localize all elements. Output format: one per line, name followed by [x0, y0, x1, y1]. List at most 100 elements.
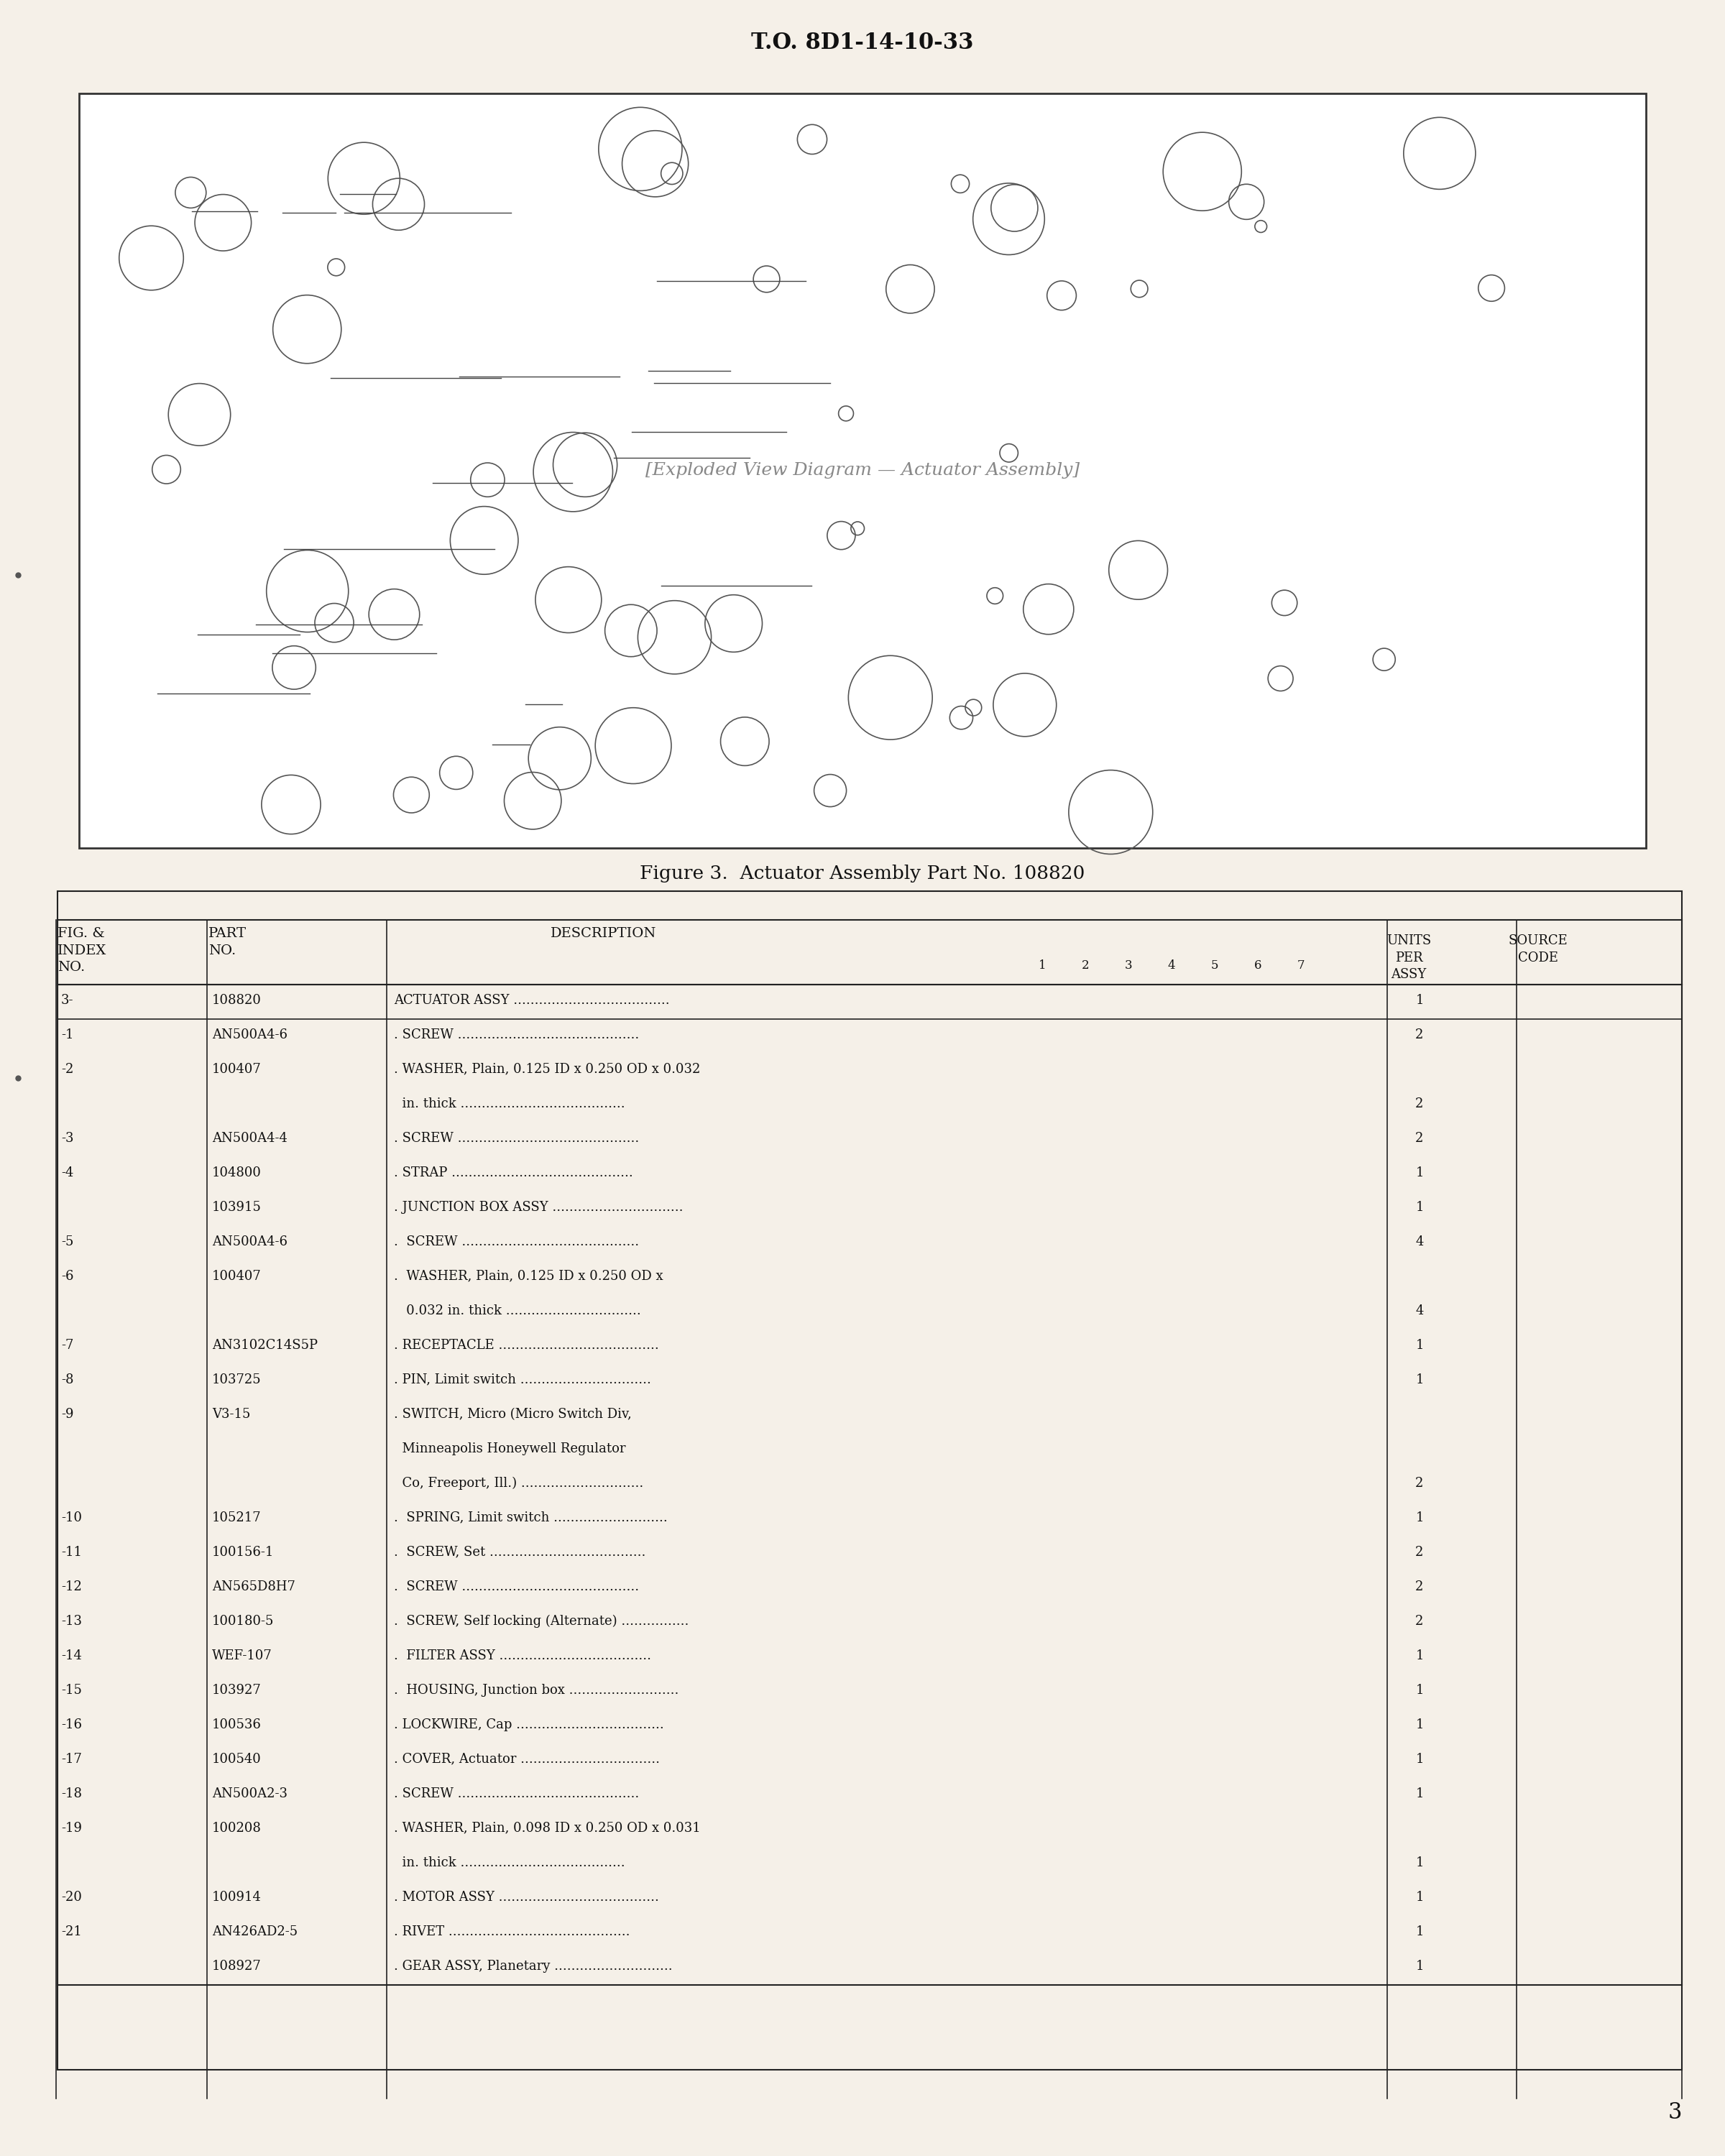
Text: . SCREW ...........................................: . SCREW ................................…	[393, 1028, 640, 1041]
Text: -10: -10	[60, 1511, 83, 1524]
Text: -19: -19	[60, 1822, 83, 1835]
Text: .  SCREW ..........................................: . SCREW ................................…	[393, 1235, 638, 1248]
Text: 104800: 104800	[212, 1166, 262, 1179]
Text: -8: -8	[60, 1373, 74, 1386]
Text: 1: 1	[1416, 1856, 1423, 1869]
Text: -15: -15	[60, 1684, 81, 1697]
Text: AN426AD2-5: AN426AD2-5	[212, 1925, 298, 1938]
Text: Figure 3.  Actuator Assembly Part No. 108820: Figure 3. Actuator Assembly Part No. 108…	[640, 865, 1085, 882]
Text: . WASHER, Plain, 0.098 ID x 0.250 OD x 0.031: . WASHER, Plain, 0.098 ID x 0.250 OD x 0…	[393, 1822, 700, 1835]
Text: 100208: 100208	[212, 1822, 262, 1835]
Text: SOURCE
CODE: SOURCE CODE	[1508, 934, 1568, 964]
Text: .  WASHER, Plain, 0.125 ID x 0.250 OD x: . WASHER, Plain, 0.125 ID x 0.250 OD x	[393, 1270, 662, 1283]
Text: 1: 1	[1416, 1684, 1423, 1697]
Text: 1: 1	[1416, 1373, 1423, 1386]
Text: T.O. 8D1-14-10-33: T.O. 8D1-14-10-33	[752, 32, 973, 54]
Text: 1: 1	[1416, 1960, 1423, 1973]
Text: AN565D8H7: AN565D8H7	[212, 1580, 295, 1593]
Text: -17: -17	[60, 1753, 81, 1766]
Text: WEF-107: WEF-107	[212, 1649, 273, 1662]
Text: Co, Freeport, Ill.) .............................: Co, Freeport, Ill.) ....................…	[393, 1477, 643, 1490]
Text: -12: -12	[60, 1580, 81, 1593]
Text: . SWITCH, Micro (Micro Switch Div,: . SWITCH, Micro (Micro Switch Div,	[393, 1408, 631, 1421]
Text: 5: 5	[1211, 959, 1218, 972]
Text: 3-: 3-	[60, 994, 74, 1007]
Text: 2: 2	[1416, 1097, 1423, 1110]
Text: 3: 3	[1125, 959, 1132, 972]
Text: -5: -5	[60, 1235, 74, 1248]
Text: 2: 2	[1416, 1580, 1423, 1593]
Text: .  SCREW, Set .....................................: . SCREW, Set ...........................…	[393, 1546, 645, 1559]
Text: 1: 1	[1416, 1925, 1423, 1938]
Text: 100156-1: 100156-1	[212, 1546, 274, 1559]
Text: 2: 2	[1416, 1132, 1423, 1145]
Text: 1: 1	[1416, 1511, 1423, 1524]
Text: V3-15: V3-15	[212, 1408, 250, 1421]
Text: -9: -9	[60, 1408, 74, 1421]
Text: 1: 1	[1416, 1787, 1423, 1800]
Text: .  SCREW ..........................................: . SCREW ................................…	[393, 1580, 638, 1593]
Text: . RECEPTACLE ......................................: . RECEPTACLE ...........................…	[393, 1339, 659, 1352]
Text: DESCRIPTION: DESCRIPTION	[550, 927, 657, 940]
Text: AN500A4-4: AN500A4-4	[212, 1132, 288, 1145]
Text: 2: 2	[1416, 1028, 1423, 1041]
Text: 103725: 103725	[212, 1373, 262, 1386]
Text: 100536: 100536	[212, 1718, 262, 1731]
Text: . WASHER, Plain, 0.125 ID x 0.250 OD x 0.032: . WASHER, Plain, 0.125 ID x 0.250 OD x 0…	[393, 1063, 700, 1076]
Text: AN3102C14S5P: AN3102C14S5P	[212, 1339, 317, 1352]
Text: . JUNCTION BOX ASSY ...............................: . JUNCTION BOX ASSY ....................…	[393, 1201, 683, 1214]
Text: -7: -7	[60, 1339, 74, 1352]
Text: 103927: 103927	[212, 1684, 262, 1697]
Text: [Exploded View Diagram — Actuator Assembly]: [Exploded View Diagram — Actuator Assemb…	[645, 464, 1080, 479]
Text: -3: -3	[60, 1132, 74, 1145]
Text: .  HOUSING, Junction box ..........................: . HOUSING, Junction box ................…	[393, 1684, 678, 1697]
Text: 1: 1	[1416, 994, 1423, 1007]
Text: -4: -4	[60, 1166, 74, 1179]
Text: AN500A2-3: AN500A2-3	[212, 1787, 288, 1800]
Text: 1: 1	[1416, 1891, 1423, 1904]
Text: Minneapolis Honeywell Regulator: Minneapolis Honeywell Regulator	[393, 1442, 626, 1455]
Text: FIG. &
INDEX
NO.: FIG. & INDEX NO.	[57, 927, 107, 975]
Text: 1: 1	[1416, 1201, 1423, 1214]
Text: 105217: 105217	[212, 1511, 262, 1524]
Text: 100407: 100407	[212, 1063, 262, 1076]
Text: -1: -1	[60, 1028, 74, 1041]
Text: 100914: 100914	[212, 1891, 262, 1904]
Text: .  FILTER ASSY ....................................: . FILTER ASSY ..........................…	[393, 1649, 652, 1662]
Text: 103915: 103915	[212, 1201, 262, 1214]
Text: . GEAR ASSY, Planetary ............................: . GEAR ASSY, Planetary .................…	[393, 1960, 673, 1973]
Text: 2: 2	[1082, 959, 1088, 972]
Text: .  SCREW, Self locking (Alternate) ................: . SCREW, Self locking (Alternate) ......…	[393, 1615, 688, 1628]
Text: . COVER, Actuator .................................: . COVER, Actuator ......................…	[393, 1753, 659, 1766]
Text: -2: -2	[60, 1063, 74, 1076]
Text: 4: 4	[1416, 1304, 1423, 1317]
Text: . PIN, Limit switch ...............................: . PIN, Limit switch ....................…	[393, 1373, 650, 1386]
Text: 100540: 100540	[212, 1753, 262, 1766]
Text: 2: 2	[1416, 1546, 1423, 1559]
Text: 100407: 100407	[212, 1270, 262, 1283]
Text: -16: -16	[60, 1718, 83, 1731]
Text: -18: -18	[60, 1787, 83, 1800]
Text: 1: 1	[1416, 1718, 1423, 1731]
Text: 100180-5: 100180-5	[212, 1615, 274, 1628]
Text: 4: 4	[1168, 959, 1175, 972]
Text: AN500A4-6: AN500A4-6	[212, 1028, 288, 1041]
Text: ACTUATOR ASSY .....................................: ACTUATOR ASSY ..........................…	[393, 994, 669, 1007]
Text: 2: 2	[1416, 1615, 1423, 1628]
Text: 1: 1	[1416, 1166, 1423, 1179]
Text: . STRAP ...........................................: . STRAP ................................…	[393, 1166, 633, 1179]
Text: . SCREW ...........................................: . SCREW ................................…	[393, 1132, 640, 1145]
Text: 1: 1	[1038, 959, 1045, 972]
Text: 1: 1	[1416, 1649, 1423, 1662]
Text: 1: 1	[1416, 1753, 1423, 1766]
Text: PART
NO.: PART NO.	[209, 927, 247, 957]
Text: 108927: 108927	[212, 1960, 262, 1973]
Text: AN500A4-6: AN500A4-6	[212, 1235, 288, 1248]
Text: -13: -13	[60, 1615, 83, 1628]
Text: . RIVET ...........................................: . RIVET ................................…	[393, 1925, 630, 1938]
Text: -21: -21	[60, 1925, 81, 1938]
Text: 4: 4	[1416, 1235, 1423, 1248]
Text: -11: -11	[60, 1546, 83, 1559]
Text: in. thick .......................................: in. thick ..............................…	[393, 1097, 624, 1110]
Text: 7: 7	[1297, 959, 1304, 972]
